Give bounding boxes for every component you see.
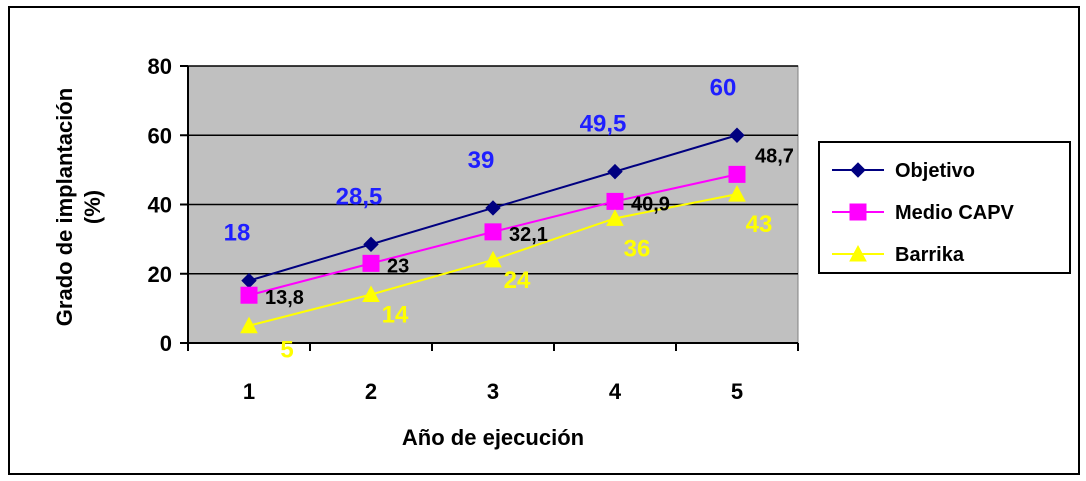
data-point <box>606 192 624 210</box>
legend-label: Medio CAPV <box>895 202 1015 224</box>
y-tick-label: 60 <box>148 123 172 148</box>
x-tick-label: 4 <box>609 379 622 404</box>
data-label: 23 <box>387 255 409 277</box>
x-axis-title: Año de ejecución <box>402 425 584 450</box>
y-tick-labels: 0 20 40 60 80 <box>148 54 172 356</box>
data-point <box>484 250 502 268</box>
y-tick-label: 80 <box>148 54 172 79</box>
data-label: 13,8 <box>265 287 304 309</box>
data-labels: 18 28,5 39 49,5 60 13,8 23 32,1 40,9 48,7 5 14 24 36 4… <box>224 74 794 363</box>
legend-label: Objetivo <box>895 160 975 182</box>
data-point <box>362 285 380 303</box>
legend: Objetivo Medio CAPV Barrika <box>832 160 1015 266</box>
data-point <box>240 286 258 304</box>
data-point <box>729 127 745 143</box>
data-point <box>484 223 502 241</box>
data-label: 60 <box>710 74 737 101</box>
data-point <box>728 185 746 202</box>
legend-label: Barrika <box>895 244 965 266</box>
data-label: 5 <box>280 337 293 364</box>
data-point <box>607 163 623 180</box>
series-markers <box>240 127 746 334</box>
y-tick-label: 0 <box>160 331 172 356</box>
x-tick-label: 3 <box>487 379 499 404</box>
legend-marker <box>849 244 867 262</box>
data-label: 39 <box>468 147 495 174</box>
data-label: 24 <box>504 267 531 294</box>
data-point <box>485 200 501 216</box>
data-point <box>606 209 624 226</box>
axes <box>180 65 799 351</box>
data-label: 49,5 <box>580 111 627 138</box>
y-axis-title-line-1: Grado de implantación <box>52 88 77 326</box>
data-label: 40,9 <box>631 193 670 215</box>
data-label: 18 <box>224 220 251 247</box>
data-label: 36 <box>624 235 651 262</box>
x-tick-label: 2 <box>365 379 377 404</box>
legend-marker <box>850 162 866 178</box>
x-tick-label: 1 <box>243 379 255 404</box>
x-tick-labels: 1 2 3 4 5 <box>243 379 743 404</box>
data-point <box>240 316 258 334</box>
y-tick-label: 40 <box>148 193 172 218</box>
x-tick-label: 5 <box>731 379 743 404</box>
data-label: 14 <box>382 302 409 329</box>
data-label: 48,7 <box>755 145 794 167</box>
data-point <box>362 254 380 272</box>
data-point <box>363 236 379 253</box>
data-point <box>728 165 746 183</box>
y-tick-label: 20 <box>148 262 172 287</box>
data-label: 32,1 <box>509 224 548 246</box>
data-label: 43 <box>746 211 773 238</box>
y-axis-title-line-2: (%) <box>80 190 105 224</box>
data-label: 28,5 <box>336 183 383 210</box>
legend-marker <box>849 203 867 221</box>
